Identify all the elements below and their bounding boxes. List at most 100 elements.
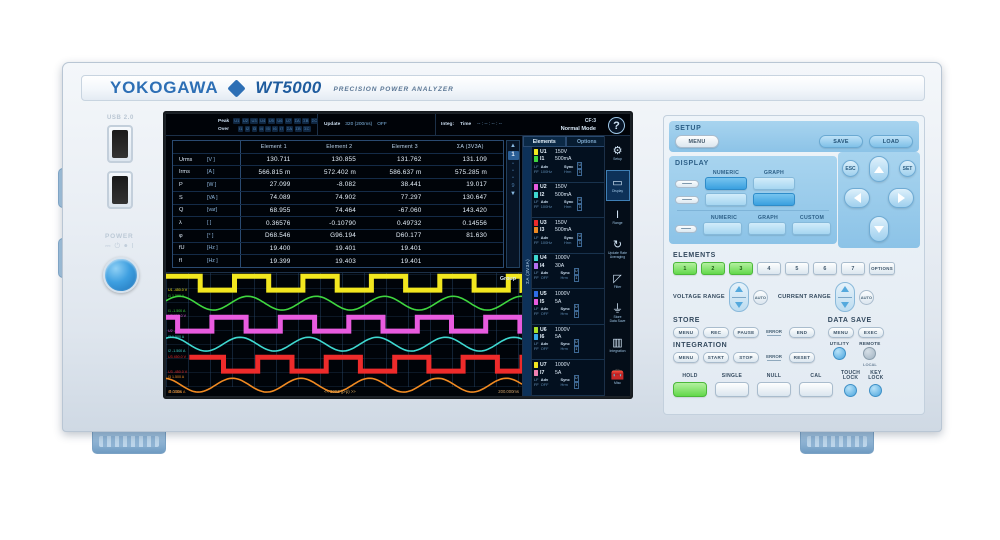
element-block-4[interactable]: U4 1000V I4 30A LF FF Adv OFF Sync Hrm U 1 [532, 254, 608, 290]
rail-display[interactable]: ▭ Display [605, 170, 630, 201]
set-button[interactable]: SET [899, 160, 916, 177]
nav-up-button[interactable] [869, 156, 889, 182]
cal-button[interactable] [799, 381, 833, 397]
setup-save-button[interactable]: SAVE [819, 135, 863, 148]
display-dash-1[interactable] [675, 179, 699, 188]
element-button-7[interactable]: 7 [841, 262, 865, 275]
remote-knob[interactable] [863, 347, 877, 360]
trace-scale-bottom: U2 -450.0 V [168, 329, 188, 333]
rail-misc[interactable]: 🧰 Misc [606, 362, 630, 393]
touch-lock-knob[interactable] [844, 383, 858, 397]
current-channel-name: I7 [540, 369, 545, 376]
display-dash-2[interactable] [675, 195, 699, 204]
display-graph-button-2[interactable] [753, 193, 795, 206]
elements-tab-elements[interactable]: Elements [523, 136, 566, 147]
table-cell: D68.546 [264, 232, 291, 240]
key-lock-control[interactable]: KEY LOCK [868, 370, 883, 397]
element-button-5[interactable]: 5 [785, 262, 809, 275]
rail-store[interactable]: ⏚ Store Data Save [606, 298, 630, 329]
display-numeric-button-1[interactable] [705, 177, 747, 190]
display-custom-button[interactable] [792, 222, 832, 235]
store-rec-button[interactable]: REC [703, 327, 729, 338]
trace-i1 [166, 295, 522, 312]
usb-port-1[interactable] [107, 125, 133, 163]
element-block-2[interactable]: U2 150V I2 500mA LF FF Adv 100Hz Sync Hrm U 1 [532, 183, 608, 219]
table-cell: D60.177 [395, 232, 422, 240]
element-button-4[interactable]: 4 [757, 262, 781, 275]
help-icon[interactable]: ? [608, 117, 625, 134]
nav-right-button[interactable] [888, 188, 914, 208]
current-range-down-icon[interactable] [840, 302, 849, 308]
display-group: DISPLAY NUMERIC GRAPH NUMERIC GRAPH CUST… [669, 156, 837, 244]
table-cell: 566.815 m [258, 168, 291, 176]
voltage-auto-button[interactable]: AUTO [752, 289, 768, 305]
voltage-range-down-icon[interactable] [734, 302, 743, 308]
setup-load-button[interactable]: LOAD [869, 135, 913, 148]
table-row: P [W ] 27.099 -8.082 38.441 19.017 [173, 179, 503, 192]
integration-reset-button[interactable]: RESET [789, 352, 815, 363]
rail-setup[interactable]: ⚙ Setup [606, 138, 630, 169]
table-cell [438, 243, 504, 255]
rail-range[interactable]: I Range [606, 202, 630, 233]
scroll-down-icon[interactable]: ▼ [510, 191, 516, 197]
scroll-up-icon[interactable]: ▲ [510, 143, 516, 149]
element-block-6[interactable]: U6 1000V I6 5A LF FF Adv OFF Sync Hrm U 1 [532, 325, 608, 361]
nav-down-button[interactable] [869, 216, 889, 242]
store-end-button[interactable]: END [789, 327, 815, 338]
page-indicator[interactable]: 1 [507, 151, 519, 160]
store-menu-button[interactable]: MENU [673, 327, 699, 338]
display-numeric-button-3[interactable] [703, 222, 742, 235]
display-graph-button-1[interactable] [753, 177, 795, 190]
element-button-1[interactable]: 1 [673, 262, 697, 275]
table-cell: 68.955 [269, 206, 291, 214]
voltage-color-swatch [534, 326, 538, 333]
single-button[interactable] [715, 381, 749, 397]
store-integration-column: STORE MENU REC PAUSE ERROR END INTEGRATI… [673, 317, 822, 367]
data-save-exec-button[interactable]: EXEC [857, 327, 884, 338]
element-block-3[interactable]: U3 150V I3 500mA LF FF Adv 100Hz Sync Hrm U 1 [532, 218, 608, 254]
elements-options-button[interactable]: OPTIONS [869, 262, 895, 275]
rail-integration[interactable]: ▥ Integration [606, 330, 630, 361]
power-button[interactable] [103, 257, 139, 293]
element-button-3[interactable]: 3 [729, 262, 753, 275]
mode-block: CF:3 Normal Mode [555, 114, 596, 136]
waveform-display-area[interactable]: Group U1 450.0 V U1 -450.0 V I1 1.500 A I1 … [166, 272, 522, 396]
display-numeric-button-2[interactable] [705, 193, 747, 206]
page-scroll-column[interactable]: ▲ 1 • • • 9 ▼ [506, 140, 520, 268]
integration-menu-button[interactable]: MENU [673, 352, 699, 363]
hold-button[interactable] [673, 381, 707, 397]
element-button-6[interactable]: 6 [813, 262, 837, 275]
element-button-2[interactable]: 2 [701, 262, 725, 275]
utility-toggle[interactable]: UTILITY [830, 341, 849, 367]
integration-start-button[interactable]: START [703, 352, 729, 363]
display-graph-button-3[interactable] [747, 222, 787, 235]
lf-ff-keys: LF FF [534, 199, 539, 210]
touch-lock-control[interactable]: TOUCH LOCK [841, 370, 860, 397]
current-auto-button[interactable]: AUTO [858, 289, 874, 305]
integration-stop-button[interactable]: STOP [733, 352, 759, 363]
display-dash-3[interactable] [675, 224, 698, 233]
current-range-up-icon[interactable] [840, 286, 849, 292]
current-range-rocker[interactable] [834, 282, 855, 312]
setup-menu-button[interactable]: MENU [675, 135, 719, 148]
utility-knob[interactable] [832, 347, 846, 360]
key-lock-knob[interactable] [869, 383, 883, 397]
rail-filter[interactable]: ◸ Filter [606, 266, 630, 297]
nav-left-button[interactable] [844, 188, 870, 208]
rail-update-rate[interactable]: ↻ Update Rate Averaging [606, 234, 630, 265]
elements-tab-options[interactable]: Options [565, 136, 608, 147]
null-button[interactable] [757, 381, 791, 397]
lcd-screen[interactable]: Peak U1 U2 U3 U4 U5 U6 U7 ΣA ΣB ΣC Over I1 I2 I3 I4 I… [166, 114, 630, 396]
usb-port-2[interactable] [107, 171, 133, 209]
data-save-menu-button[interactable]: MENU [827, 327, 854, 338]
remote-toggle[interactable]: REMOTE LOCAL [859, 341, 880, 367]
element-block-1[interactable]: U1 150V I1 500mA LF FF Adv 100Hz Sync Hrm U 1 [532, 147, 608, 183]
element-block-5[interactable]: U5 1000V I5 5A LF FF Adv OFF Sync Hrm U 1 [532, 289, 608, 325]
voltage-range-rocker[interactable] [728, 282, 749, 312]
voltage-range-up-icon[interactable] [734, 286, 743, 292]
element-block-7[interactable]: U7 1000V I7 5A LF FF Adv OFF Sync Hrm U 1 [532, 360, 608, 396]
element-voltage-line: U1 150V [534, 148, 608, 156]
store-pause-button[interactable]: PAUSE [733, 327, 759, 338]
table-cell: -0.10790 [329, 219, 356, 227]
esc-button[interactable]: ESC [842, 160, 859, 177]
